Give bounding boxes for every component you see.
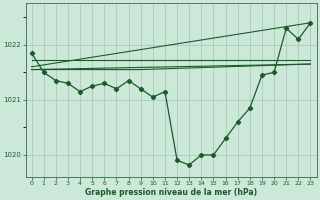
X-axis label: Graphe pression niveau de la mer (hPa): Graphe pression niveau de la mer (hPa): [85, 188, 257, 197]
